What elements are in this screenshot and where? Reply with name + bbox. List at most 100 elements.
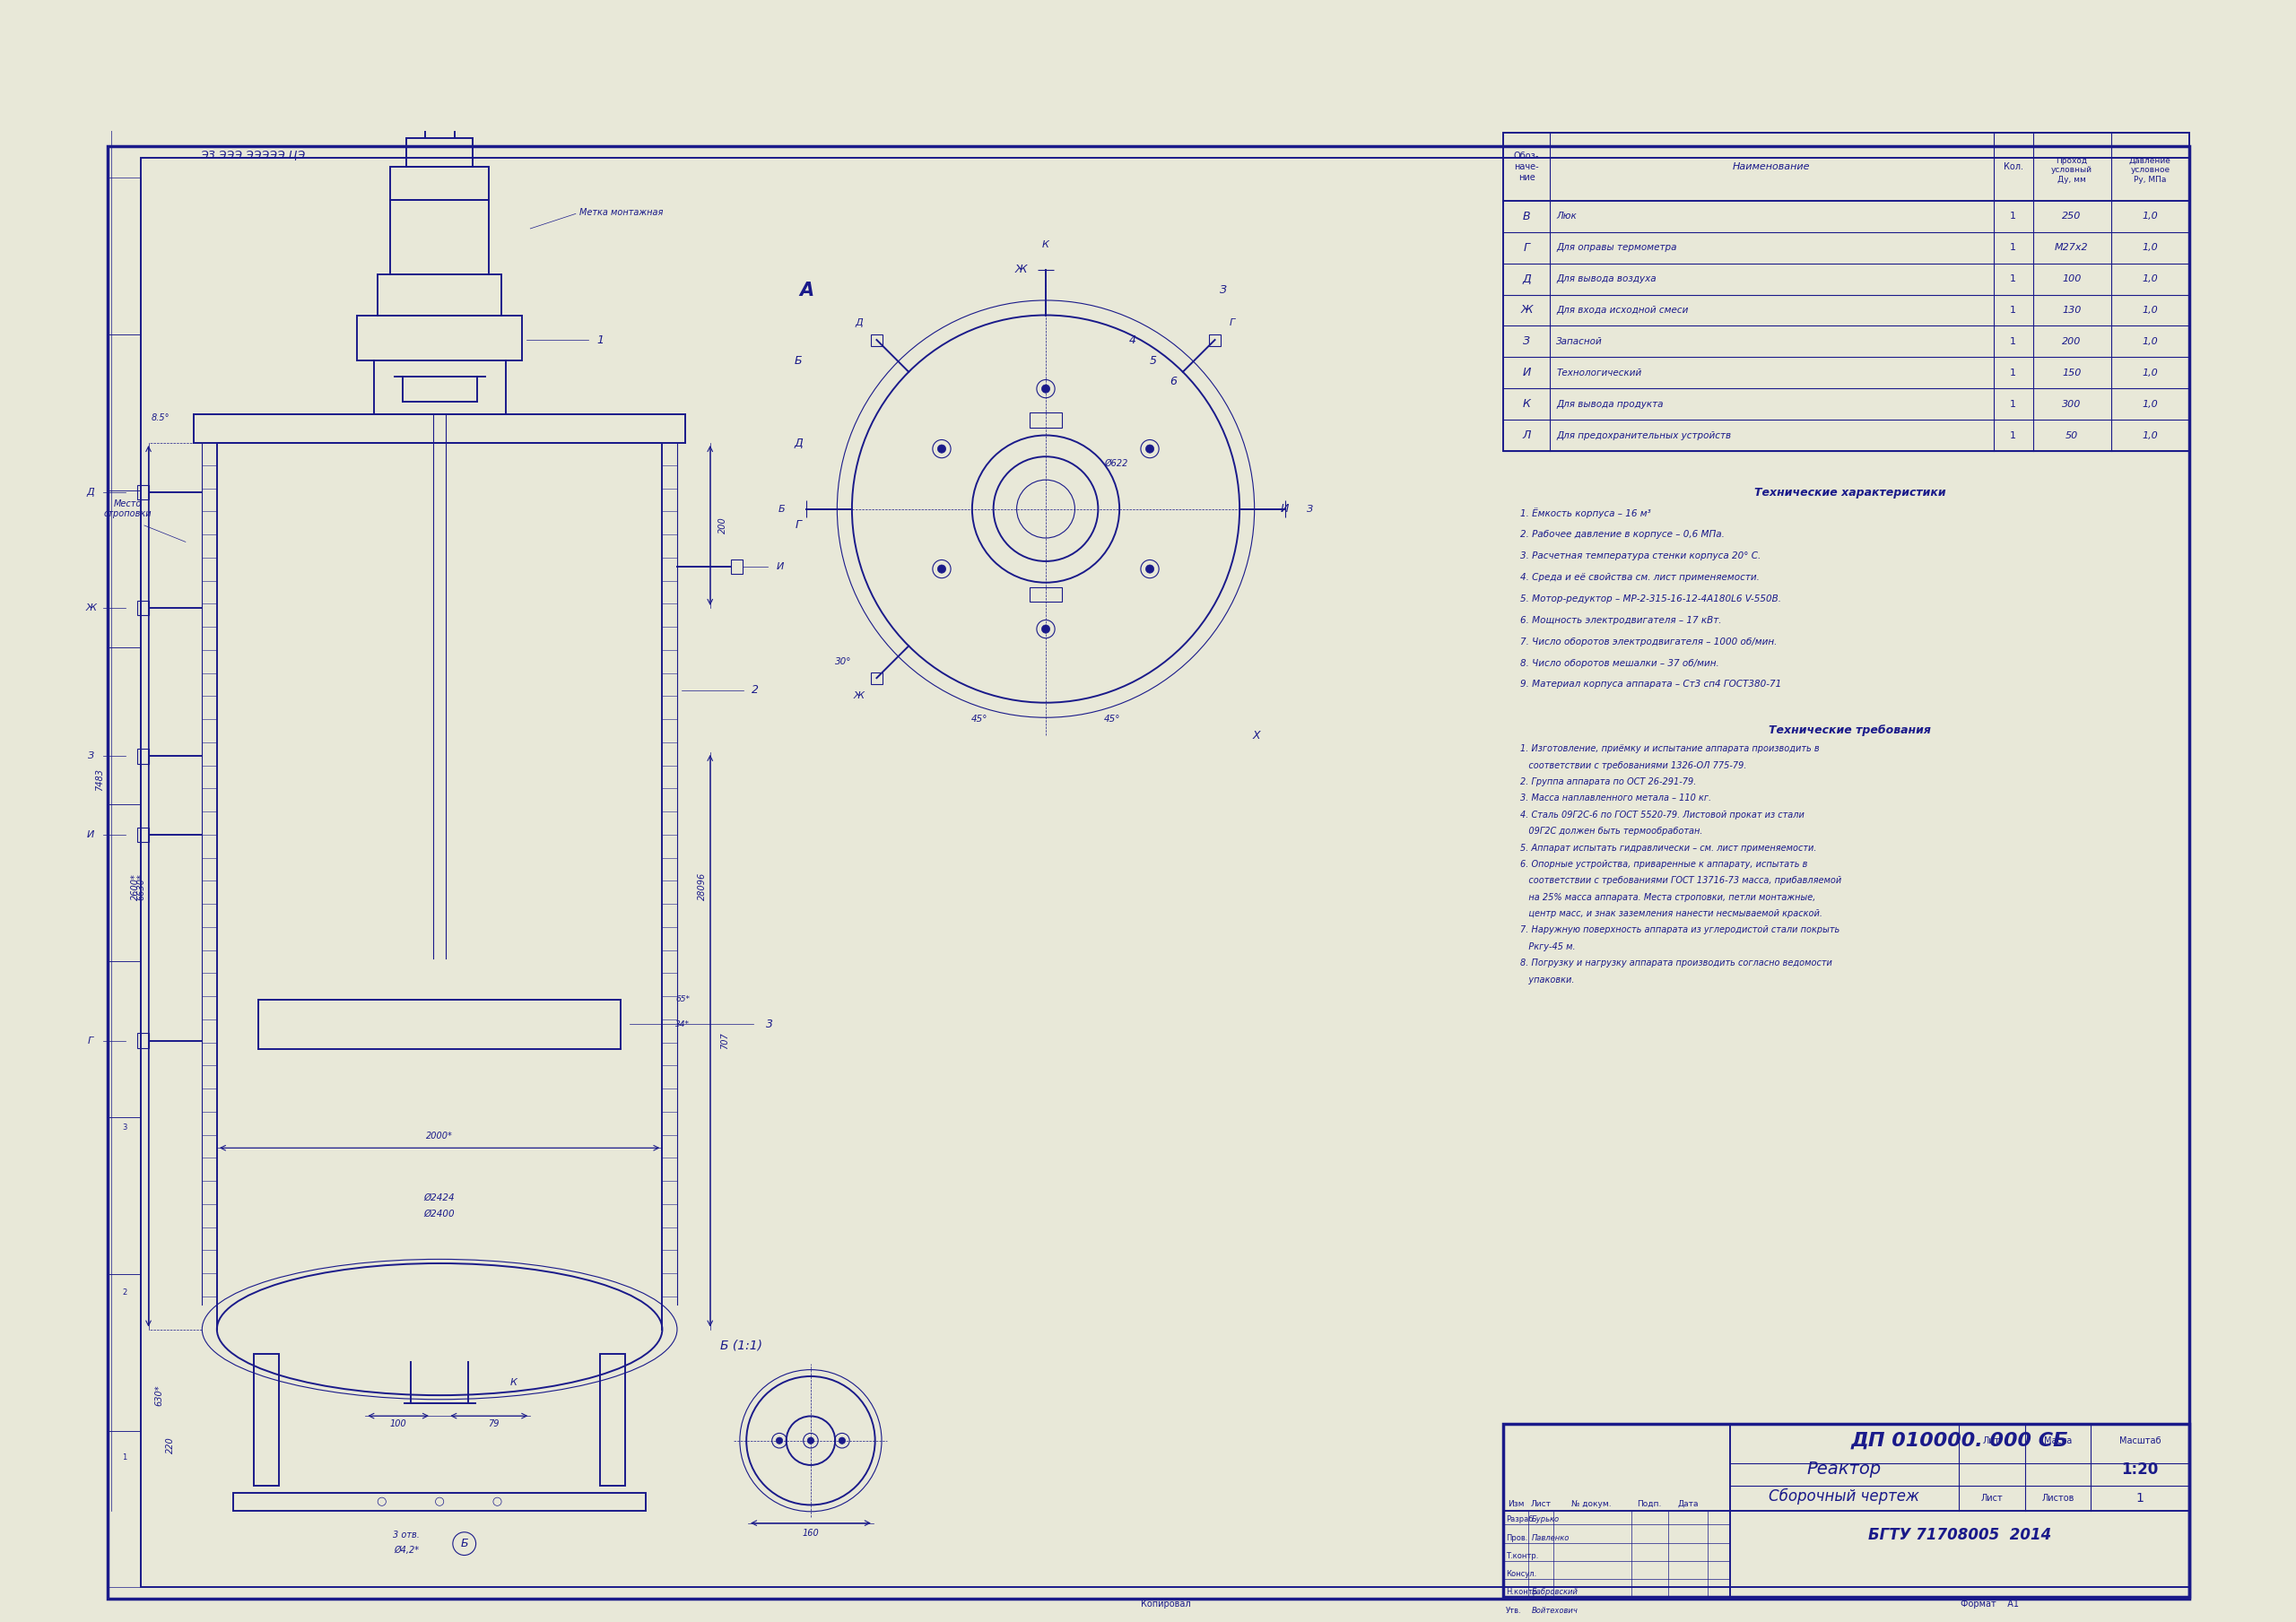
Text: 1: 1: [2009, 337, 2016, 345]
Text: 28096: 28096: [698, 873, 707, 900]
Bar: [390, 200, 489, 274]
Circle shape: [937, 564, 946, 573]
Text: 1: 1: [2009, 399, 2016, 409]
Text: Г: Г: [87, 1036, 94, 1045]
Bar: [1029, 412, 1063, 428]
Text: 6630*: 6630*: [135, 873, 145, 900]
Text: 1,0: 1,0: [2142, 399, 2158, 409]
Text: ЭЗ ЭЭЭ ЭЭЭЭЭ ЦЭ: ЭЗ ЭЭЭ ЭЭЭЭЭ ЦЭ: [200, 149, 305, 161]
Text: 79: 79: [487, 1419, 498, 1429]
Text: Для вывода продукта: Для вывода продукта: [1557, 399, 1662, 409]
Text: Формат    А1: Формат А1: [1961, 1599, 2018, 1609]
Text: М27х2: М27х2: [2055, 243, 2089, 251]
Text: Г: Г: [1231, 318, 1235, 328]
Text: 7. Наружную поверхность аппарата из углеродистой стали покрыть: 7. Наружную поверхность аппарата из угле…: [1520, 926, 1839, 934]
Text: 50: 50: [2066, 431, 2078, 440]
Text: Ж: Ж: [1015, 264, 1026, 276]
Text: Войтехович: Войтехович: [1531, 1606, 1577, 1614]
Text: Сборочный чертеж: Сборочный чертеж: [1768, 1489, 1919, 1505]
Text: 1: 1: [2009, 243, 2016, 251]
Text: Б: Б: [794, 355, 801, 367]
Text: 1,0: 1,0: [2142, 368, 2158, 378]
Bar: [138, 827, 149, 842]
Bar: [870, 334, 882, 345]
Text: Т.контр.: Т.контр.: [1506, 1552, 1538, 1560]
Circle shape: [808, 1437, 815, 1444]
Text: Г: Г: [794, 519, 801, 532]
Circle shape: [1042, 384, 1049, 393]
Text: Изм: Изм: [1508, 1500, 1525, 1508]
Text: К: К: [1522, 399, 1531, 410]
Text: Бабровский: Бабровский: [1531, 1588, 1577, 1596]
Text: БГТУ 71708005  2014: БГТУ 71708005 2014: [1869, 1528, 2050, 1544]
Bar: [108, 334, 140, 491]
Bar: [406, 138, 473, 167]
Text: 1: 1: [597, 334, 604, 345]
Text: 2: 2: [122, 1288, 126, 1296]
Bar: [390, 167, 489, 200]
Text: 100: 100: [390, 1419, 406, 1429]
Text: 1,0: 1,0: [2142, 431, 2158, 440]
Text: Кол.: Кол.: [2004, 162, 2023, 172]
Text: 1,0: 1,0: [2142, 305, 2158, 315]
Text: 1,0: 1,0: [2142, 212, 2158, 221]
Text: № докум.: № докум.: [1573, 1500, 1612, 1508]
Text: Ж: Ж: [1520, 305, 1534, 316]
Text: Х: Х: [1251, 730, 1261, 741]
Bar: [108, 805, 140, 960]
Text: А: А: [799, 282, 813, 300]
Text: 2: 2: [751, 684, 760, 696]
Text: 160: 160: [801, 1528, 820, 1538]
Text: З: З: [1306, 504, 1313, 514]
Text: 30°: 30°: [836, 657, 852, 667]
Text: 200: 200: [719, 517, 728, 534]
Text: З: З: [87, 751, 94, 761]
Text: И: И: [1522, 367, 1531, 378]
Text: 1. Ёмкость корпуса – 16 м³: 1. Ёмкость корпуса – 16 м³: [1520, 508, 1651, 519]
Text: 6: 6: [1171, 375, 1178, 388]
Circle shape: [937, 444, 946, 453]
Bar: [138, 600, 149, 615]
Text: 6. Опорные устройства, приваренные к аппарату, испытать в: 6. Опорные устройства, приваренные к апп…: [1520, 860, 1807, 869]
Text: Люк: Люк: [1557, 212, 1577, 221]
Bar: [870, 672, 882, 684]
Text: 1: 1: [2009, 368, 2016, 378]
Text: ДП 010000. 000 СБ: ДП 010000. 000 СБ: [1851, 1432, 2069, 1450]
Text: 630*: 630*: [154, 1385, 163, 1406]
Text: И: И: [1281, 503, 1288, 514]
Text: Лит: Лит: [1984, 1435, 2000, 1445]
Text: Ж: Ж: [854, 691, 866, 701]
Bar: [138, 485, 149, 500]
Bar: [1210, 334, 1221, 345]
Text: Масштаб: Масштаб: [2119, 1435, 2161, 1445]
Text: Обоз-
наче-
ние: Обоз- наче- ние: [1513, 152, 1538, 182]
Text: Листов: Листов: [2041, 1494, 2073, 1504]
Text: 1,0: 1,0: [2142, 337, 2158, 345]
Bar: [255, 1354, 278, 1486]
Text: центр масс, и знак заземления нанести несмываемой краской.: центр масс, и знак заземления нанести не…: [1520, 910, 1823, 918]
Bar: [358, 315, 521, 360]
Text: 1: 1: [2009, 274, 2016, 284]
Text: 707: 707: [721, 1032, 730, 1049]
Text: 7. Число оборотов электродвигателя – 1000 об/мин.: 7. Число оборотов электродвигателя – 100…: [1520, 637, 1777, 646]
Text: Утв.: Утв.: [1506, 1606, 1522, 1614]
Text: Д: Д: [87, 488, 94, 496]
Bar: [730, 560, 742, 574]
Text: 2000*: 2000*: [427, 1132, 452, 1140]
Text: Д: Д: [1522, 272, 1531, 285]
Text: упаковки.: упаковки.: [1520, 975, 1575, 985]
Bar: [1029, 587, 1063, 602]
Text: 7483: 7483: [96, 769, 103, 790]
Bar: [1504, 1424, 2190, 1598]
Text: Разраб.: Разраб.: [1506, 1515, 1536, 1523]
Text: Лист: Лист: [1981, 1494, 2002, 1504]
Text: Павленко: Павленко: [1531, 1534, 1570, 1543]
Text: З: З: [1219, 284, 1226, 297]
Bar: [1731, 1424, 2190, 1598]
Bar: [108, 1431, 140, 1588]
Text: 9. Материал корпуса аппарата – Ст3 сп4 ГОСТ380-71: 9. Материал корпуса аппарата – Ст3 сп4 Г…: [1520, 680, 1782, 689]
Text: 45°: 45°: [971, 715, 987, 723]
Text: 09Г2С должен быть термообработан.: 09Г2С должен быть термообработан.: [1520, 827, 1704, 835]
Text: Ø4,2*: Ø4,2*: [395, 1546, 420, 1555]
Text: Лист: Лист: [1531, 1500, 1550, 1508]
